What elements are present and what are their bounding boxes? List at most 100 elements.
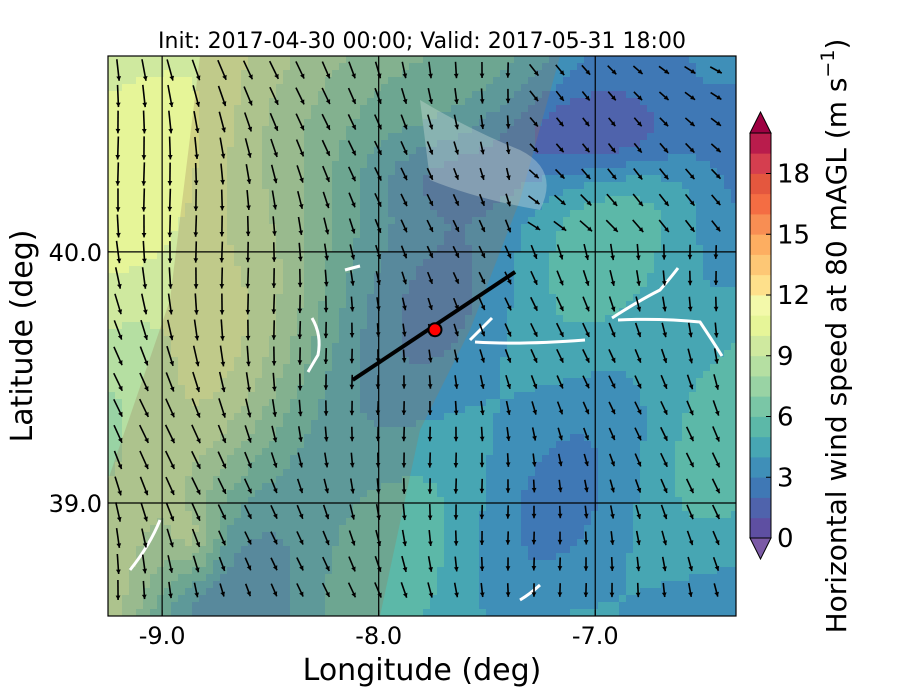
- field-cell: [234, 182, 242, 190]
- field-cell: [556, 203, 564, 211]
- field-cell: [542, 329, 550, 337]
- field-cell: [563, 84, 571, 92]
- field-cell: [542, 70, 550, 78]
- field-cell: [178, 105, 186, 113]
- field-cell: [696, 161, 704, 169]
- field-cell: [570, 126, 578, 134]
- field-cell: [136, 315, 144, 323]
- field-cell: [143, 224, 151, 232]
- field-cell: [465, 63, 473, 71]
- field-cell: [640, 343, 648, 351]
- field-cell: [661, 154, 669, 162]
- field-cell: [647, 308, 655, 316]
- field-cell: [682, 336, 690, 344]
- field-cell: [500, 91, 508, 99]
- field-cell: [577, 357, 585, 365]
- field-cell: [731, 399, 736, 407]
- field-cell: [311, 105, 319, 113]
- field-cell: [654, 203, 662, 211]
- field-cell: [605, 413, 613, 421]
- field-cell: [311, 224, 319, 232]
- field-cell: [332, 161, 340, 169]
- field-cell: [402, 119, 410, 127]
- field-cell: [262, 224, 270, 232]
- field-cell: [521, 273, 529, 281]
- field-cell: [486, 84, 494, 92]
- field-cell: [360, 203, 368, 211]
- field-cell: [346, 119, 354, 127]
- field-cell: [346, 203, 354, 211]
- field-cell: [171, 217, 179, 225]
- field-cell: [409, 84, 417, 92]
- field-cell: [122, 196, 130, 204]
- field-cell: [556, 420, 564, 428]
- field-cell: [605, 434, 613, 442]
- field-cell: [479, 168, 487, 176]
- field-cell: [458, 392, 466, 400]
- field-cell: [696, 210, 704, 218]
- field-cell: [549, 294, 557, 302]
- field-cell: [493, 77, 501, 85]
- field-cell: [682, 70, 690, 78]
- field-cell: [710, 56, 718, 64]
- field-cell: [731, 91, 736, 99]
- field-cell: [493, 70, 501, 78]
- field-cell: [654, 84, 662, 92]
- field-cell: [605, 189, 613, 197]
- field-cell: [185, 189, 193, 197]
- field-cell: [290, 98, 298, 106]
- field-cell: [703, 287, 711, 295]
- field-cell: [367, 98, 375, 106]
- field-cell: [304, 161, 312, 169]
- field-cell: [171, 224, 179, 232]
- field-cell: [598, 189, 606, 197]
- field-cell: [346, 238, 354, 246]
- field-cell: [521, 231, 529, 239]
- field-cell: [731, 133, 736, 141]
- field-cell: [157, 259, 165, 267]
- field-cell: [619, 434, 627, 442]
- field-cell: [598, 427, 606, 435]
- field-cell: [682, 287, 690, 295]
- field-cell: [143, 294, 151, 302]
- field-cell: [409, 140, 417, 148]
- field-cell: [528, 217, 536, 225]
- field-cell: [542, 105, 550, 113]
- field-cell: [129, 182, 137, 190]
- field-cell: [535, 91, 543, 99]
- field-cell: [647, 406, 655, 414]
- field-cell: [136, 343, 144, 351]
- field-cell: [318, 56, 326, 64]
- field-cell: [682, 77, 690, 85]
- field-cell: [255, 77, 263, 85]
- field-cell: [458, 91, 466, 99]
- field-cell: [626, 371, 634, 379]
- field-cell: [542, 217, 550, 225]
- field-cell: [682, 154, 690, 162]
- field-cell: [668, 224, 676, 232]
- field-cell: [136, 77, 144, 85]
- field-cell: [584, 336, 592, 344]
- field-cell: [143, 343, 151, 351]
- field-cell: [381, 168, 389, 176]
- field-cell: [136, 259, 144, 267]
- field-cell: [535, 105, 543, 113]
- field-cell: [528, 175, 536, 183]
- field-cell: [472, 168, 480, 176]
- field-cell: [122, 77, 130, 85]
- field-cell: [395, 182, 403, 190]
- field-cell: [500, 189, 508, 197]
- field-cell: [451, 84, 459, 92]
- field-cell: [227, 168, 235, 176]
- field-cell: [619, 168, 627, 176]
- field-cell: [136, 84, 144, 92]
- field-cell: [500, 63, 508, 71]
- field-cell: [605, 119, 613, 127]
- field-cell: [584, 112, 592, 120]
- field-cell: [430, 147, 438, 155]
- field-cell: [675, 371, 683, 379]
- field-cell: [486, 133, 494, 141]
- field-cell: [157, 133, 165, 141]
- field-cell: [458, 385, 466, 393]
- field-cell: [402, 182, 410, 190]
